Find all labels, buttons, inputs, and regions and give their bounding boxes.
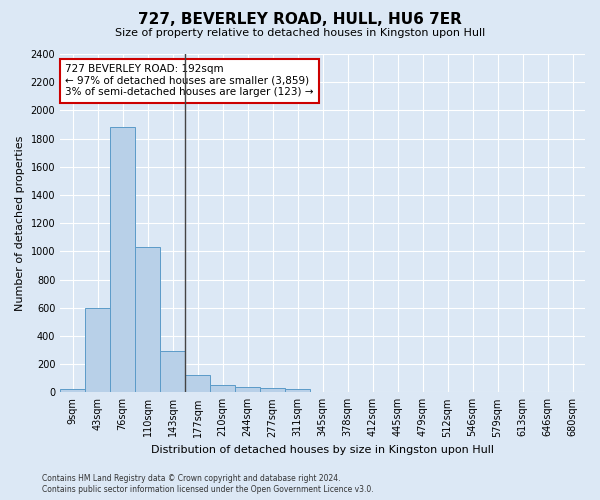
Bar (85, 308, 110, 392)
Bar (260, 388, 285, 392)
X-axis label: Distribution of detached houses by size in Kingston upon Hull: Distribution of detached houses by size … (151, 445, 494, 455)
Y-axis label: Number of detached properties: Number of detached properties (15, 136, 25, 311)
Bar (135, 247, 160, 392)
Text: Contains HM Land Registry data © Crown copyright and database right 2024.
Contai: Contains HM Land Registry data © Crown c… (42, 474, 374, 494)
Text: 727 BEVERLEY ROAD: 192sqm
← 97% of detached houses are smaller (3,859)
3% of sem: 727 BEVERLEY ROAD: 192sqm ← 97% of detac… (65, 64, 314, 98)
Bar (160, 352, 185, 393)
Bar (185, 376, 210, 392)
Bar (60, 390, 85, 392)
Bar (235, 386, 260, 392)
Bar (285, 390, 310, 392)
Bar (110, 128, 135, 392)
Text: 727, BEVERLEY ROAD, HULL, HU6 7ER: 727, BEVERLEY ROAD, HULL, HU6 7ER (138, 12, 462, 28)
Bar (210, 386, 235, 392)
Text: Size of property relative to detached houses in Kingston upon Hull: Size of property relative to detached ho… (115, 28, 485, 38)
